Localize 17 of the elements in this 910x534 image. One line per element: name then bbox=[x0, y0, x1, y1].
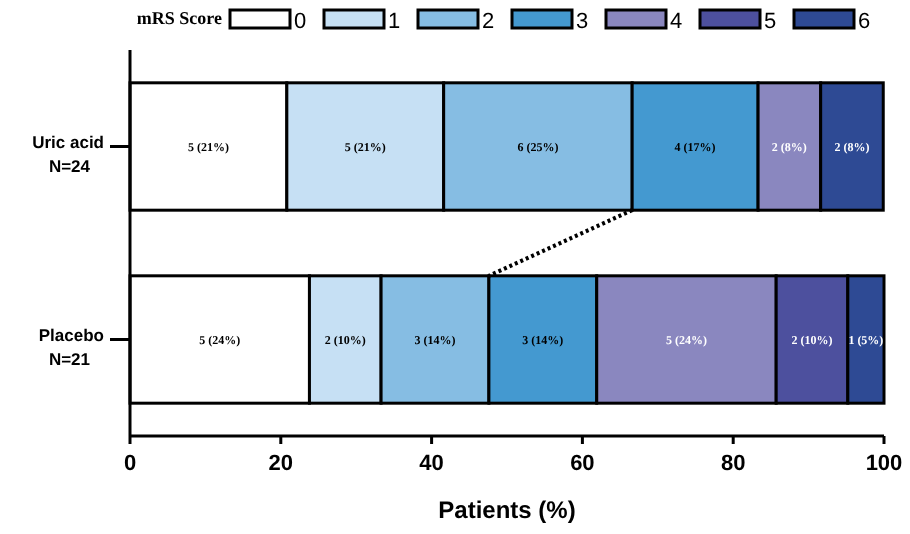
legend-label: 1 bbox=[388, 10, 401, 34]
legend-label: 5 bbox=[764, 10, 777, 34]
legend-label: 6 bbox=[858, 10, 871, 34]
x-tick-label: 20 bbox=[268, 452, 294, 476]
y-tick-label: Placebo N=21 bbox=[38, 324, 104, 369]
y-tick-label: Uric acid N=24 bbox=[32, 131, 104, 176]
x-tick-label: 100 bbox=[865, 452, 903, 476]
legend-label: 4 bbox=[670, 10, 683, 34]
legend-label: 0 bbox=[294, 10, 307, 34]
x-tick-label: 80 bbox=[720, 452, 746, 476]
legend-label: 2 bbox=[482, 10, 495, 34]
x-tick-label: 60 bbox=[570, 452, 595, 476]
legend-label: 3 bbox=[576, 10, 589, 34]
x-axis-title: Patients (%) bbox=[438, 496, 576, 524]
x-tick-label: 0 bbox=[123, 452, 137, 476]
x-tick-label: 40 bbox=[419, 452, 444, 476]
legend-title: mRS Score bbox=[136, 8, 222, 28]
